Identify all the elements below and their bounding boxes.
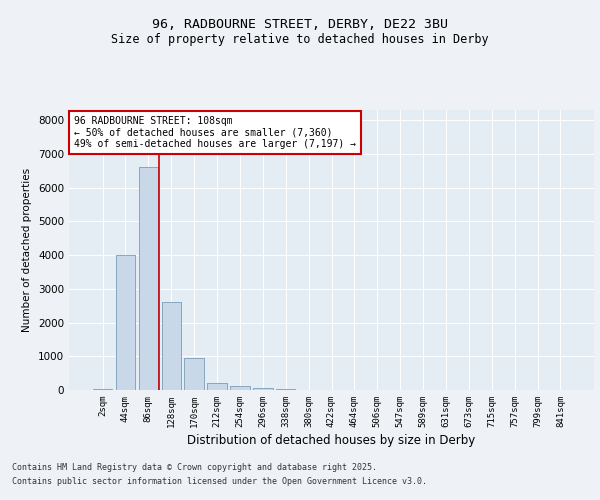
Text: 96, RADBOURNE STREET, DERBY, DE22 3BU: 96, RADBOURNE STREET, DERBY, DE22 3BU [152, 18, 448, 30]
Bar [184, 358, 204, 390]
Y-axis label: Number of detached properties: Number of detached properties [22, 168, 32, 332]
Bar [93, 389, 112, 390]
Bar [161, 302, 181, 390]
X-axis label: Distribution of detached houses by size in Derby: Distribution of detached houses by size … [187, 434, 476, 447]
Bar [116, 255, 135, 390]
Text: Contains public sector information licensed under the Open Government Licence v3: Contains public sector information licen… [12, 478, 427, 486]
Bar [276, 389, 295, 390]
Bar [253, 388, 272, 390]
Text: Size of property relative to detached houses in Derby: Size of property relative to detached ho… [111, 32, 489, 46]
Text: 96 RADBOURNE STREET: 108sqm
← 50% of detached houses are smaller (7,360)
49% of : 96 RADBOURNE STREET: 108sqm ← 50% of det… [74, 116, 356, 149]
Text: Contains HM Land Registry data © Crown copyright and database right 2025.: Contains HM Land Registry data © Crown c… [12, 462, 377, 471]
Bar [139, 168, 158, 390]
Bar [208, 384, 227, 390]
Bar [230, 386, 250, 390]
